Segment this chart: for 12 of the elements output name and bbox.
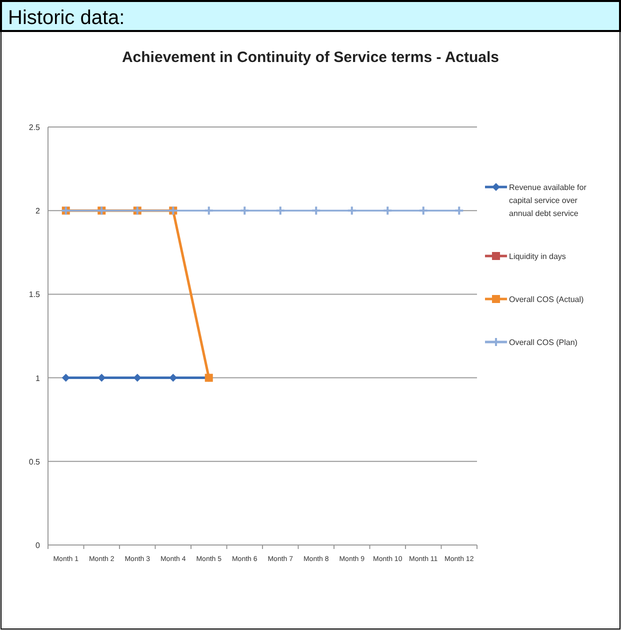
legend-label: Overall COS (Actual) — [509, 295, 584, 304]
y-tick-label: 2 — [36, 206, 41, 216]
y-tick-label: 2.5 — [28, 123, 41, 132]
y-tick-label: 0 — [36, 541, 41, 550]
y-tick-label: 1.5 — [28, 290, 41, 300]
y-tick-label: 1 — [36, 374, 41, 383]
chart-title: Achievement in Continuity of Service terms - Actuals — [122, 49, 500, 66]
text: Historic data: — [8, 7, 125, 29]
legend-label: Liquidity in days — [509, 252, 566, 261]
y-tick-label: 0.5 — [28, 457, 41, 466]
legend-label: Revenue available for capital service over annual debt service — [509, 183, 587, 218]
legend-label: Overall COS (Plan) — [509, 338, 578, 347]
